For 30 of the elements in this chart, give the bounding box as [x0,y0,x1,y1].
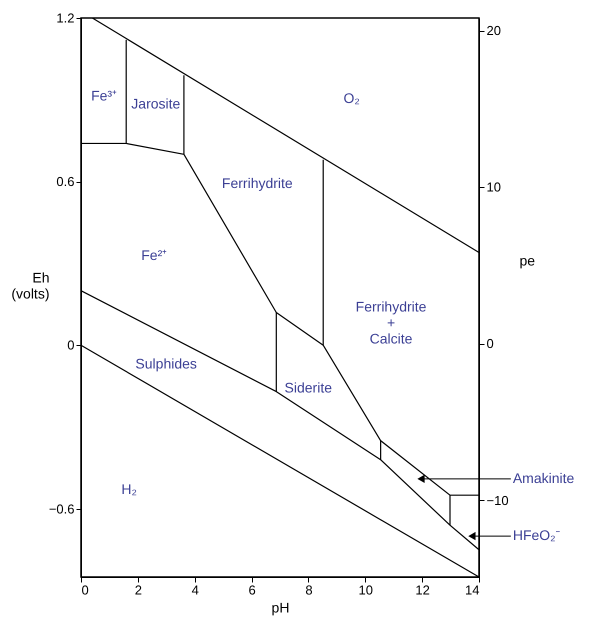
x-tick-label: 12 [415,582,430,598]
y-tick-label: −0.6 [48,501,74,516]
y2-tick-label: 20 [486,23,501,38]
y2-axis-title: pe [520,252,536,268]
y2-tick-label: 10 [486,180,501,195]
annotation: Ferrihydrite [222,175,293,192]
x-tick-label: 4 [192,582,199,598]
x-tick-label: 0 [82,582,89,598]
annotation: Fe³⁺ [91,87,118,104]
annotation: Siderite [284,380,332,396]
annotation: Sulphides [135,356,197,372]
annotation: Fe²⁺ [141,247,168,264]
y-tick-label: 1.2 [56,10,74,26]
y-tick-label: 0 [67,338,74,353]
annotation: HFeO₂⁻ [512,527,561,544]
annotation: Ferrihydrite + Calcite [356,298,427,347]
x-tick-label: 8 [305,582,313,598]
y-tick-label: 0.6 [56,174,74,190]
x-tick-label: 14 [465,582,480,598]
x-axis-title: pH [272,600,290,616]
annotation: Amakinite [512,470,575,486]
y2-tick-label: −10 [486,492,509,508]
y-axis-title: Eh (volts) [11,270,50,302]
y2-tick-label: 0 [486,336,494,352]
x-tick-label: 2 [134,582,142,598]
x-tick-label: 10 [358,582,374,598]
annotation: O₂ [343,90,360,106]
annotation: H₂ [121,480,137,497]
x-tick-label: 6 [248,582,256,598]
annotation: Jarosite [131,96,181,112]
